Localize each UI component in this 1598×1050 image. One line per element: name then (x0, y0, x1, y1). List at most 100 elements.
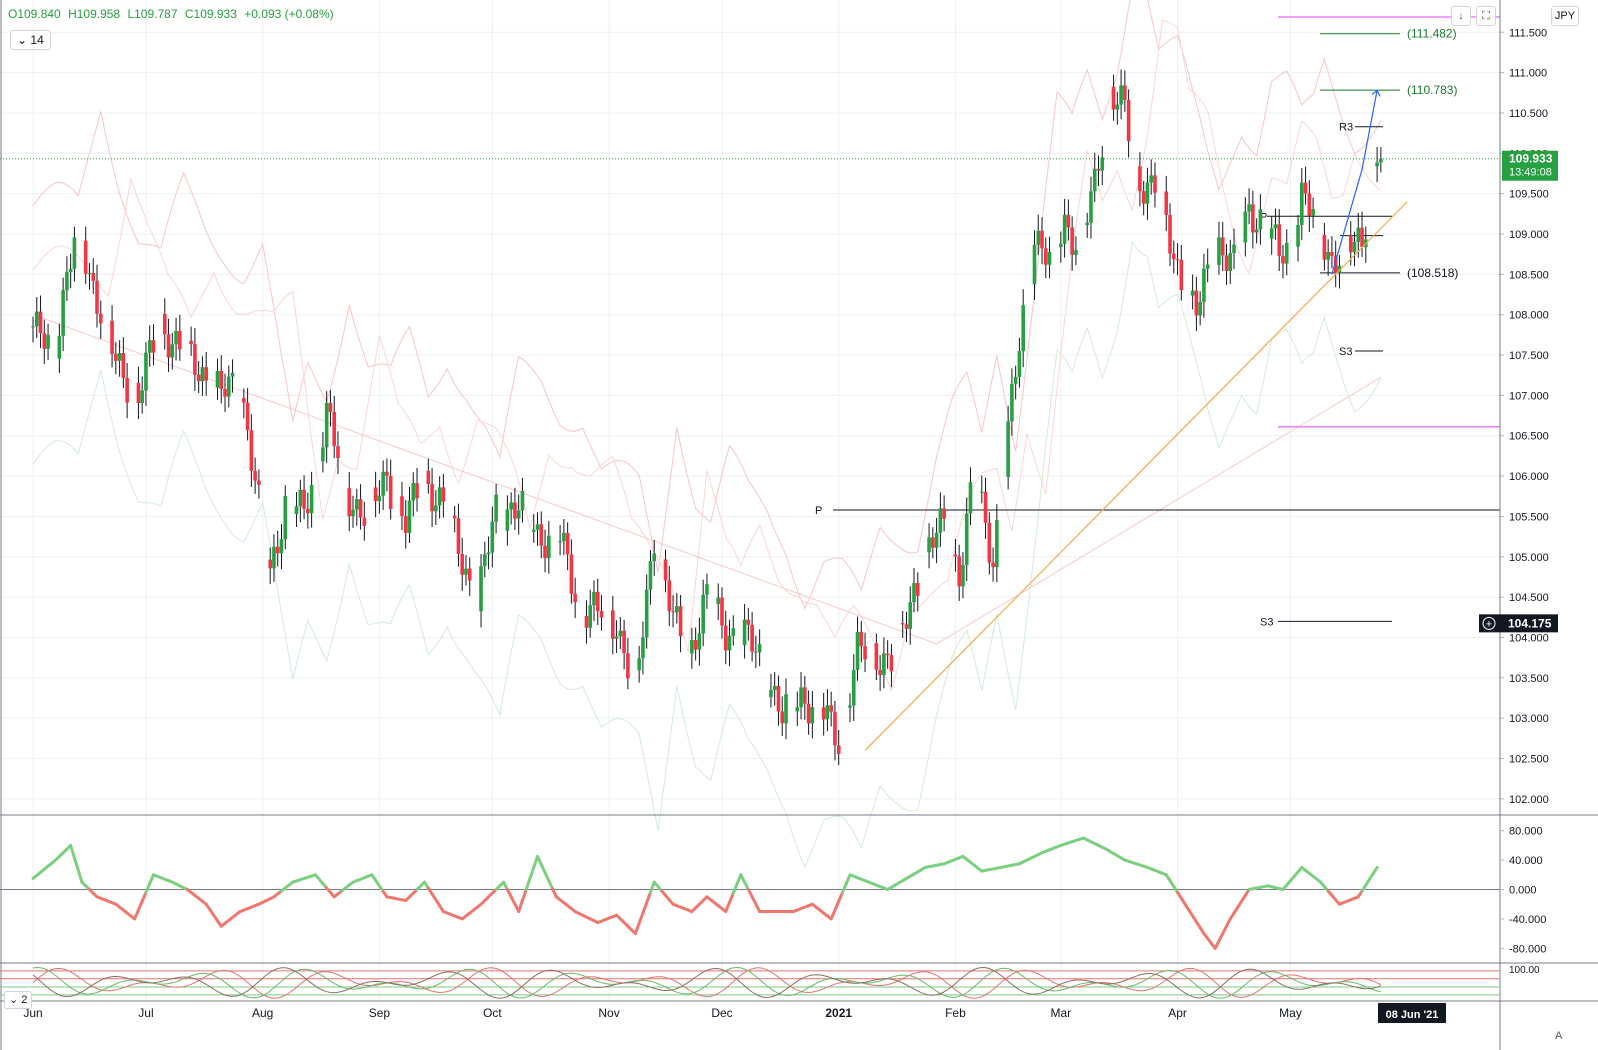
candle-body (245, 402, 250, 431)
projection-arrowhead (1371, 89, 1381, 97)
candle-body (125, 378, 129, 403)
cci-segment (520, 888, 528, 903)
candle-body (38, 311, 43, 334)
candle-body (1258, 209, 1263, 230)
pivot-levels: P S3 P R3 S3 (111.482) (110.783) (108.518) (0, 16, 1500, 628)
chevron-down-icon: ⌄ (9, 994, 19, 1006)
cci-segment (72, 856, 80, 872)
oscillator-pane: 100.00 (0, 965, 1540, 999)
price-tick-label: 102.500 (1509, 754, 1549, 766)
candle-body (434, 505, 438, 512)
price-tick-label: 102.000 (1509, 794, 1549, 806)
osc-tick-label: 100.00 (1509, 965, 1540, 976)
auto-scale-button[interactable]: A (1555, 1030, 1563, 1042)
candle-body (219, 370, 224, 389)
price-tick-label: 105.000 (1509, 552, 1549, 564)
candle-body (415, 483, 419, 499)
candle-body (705, 584, 709, 595)
candle-body (117, 353, 122, 361)
candle-body (1010, 383, 1014, 422)
crosshair-date-label: 08 Jun '21 (1386, 1009, 1439, 1021)
candle-body (701, 594, 705, 634)
candle-body (780, 711, 785, 724)
candle-body (162, 313, 167, 335)
candle-body (283, 495, 288, 540)
candle-body (1100, 157, 1105, 171)
candle-body (671, 611, 675, 613)
candle-body (494, 494, 498, 522)
candle-body (1013, 376, 1018, 384)
candle-body (34, 311, 39, 327)
candle-body (328, 402, 333, 412)
candle-body (200, 367, 205, 382)
candle-body (644, 589, 649, 638)
candle-body (938, 508, 943, 533)
candle-body (1149, 175, 1154, 183)
candle-body (569, 554, 574, 594)
candle-body (900, 623, 905, 625)
fullscreen-button[interactable]: ⛶ (1476, 6, 1496, 26)
price-tick-label: 104.000 (1509, 632, 1549, 644)
candle-body (65, 272, 69, 291)
candle-body (1021, 305, 1025, 352)
candle-body (1333, 255, 1338, 273)
candle-body (1277, 224, 1282, 256)
candle-body (784, 694, 788, 724)
time-axis-label: Mar (1051, 1006, 1072, 1020)
chart-grid (0, 0, 1500, 1000)
candle-body (803, 687, 807, 704)
candle-body (215, 370, 220, 388)
candle-body (1251, 204, 1255, 233)
candle-body (829, 705, 833, 712)
candle-body (543, 545, 547, 559)
candle-body (716, 597, 721, 604)
candle-body (87, 273, 92, 275)
candle-body (294, 506, 299, 515)
price-tick-label: 111.000 (1509, 68, 1547, 80)
cci-segment (633, 921, 641, 936)
oscillator-toggle[interactable]: ⌄ 2 (4, 991, 33, 1009)
oscillator-period: 2 (21, 994, 28, 1006)
candle-body (196, 374, 201, 382)
cci-segment (829, 908, 837, 921)
cci-tick-label: 0.000 (1509, 885, 1537, 897)
close-value: C109.933 (184, 7, 237, 21)
time-axis-label: Aug (252, 1006, 273, 1020)
candle-body (1296, 224, 1300, 247)
candle-body (46, 334, 50, 349)
currency-button[interactable]: JPY (1551, 6, 1579, 26)
r3-label: R3 (1339, 122, 1353, 134)
osc-line (32, 966, 1382, 999)
candle-body (1303, 182, 1308, 194)
candle-body (1326, 252, 1330, 260)
candle-body (1123, 85, 1127, 100)
candle-body (588, 605, 593, 628)
candle-body (618, 630, 623, 637)
candle-body (772, 686, 777, 691)
cci-pane: 80.000 40.000 0.000 -40.000 -80.000 (0, 826, 1546, 955)
candle-body (878, 669, 882, 676)
candle-body (889, 655, 894, 672)
cci-segment (728, 891, 735, 904)
scroll-down-button[interactable]: ↓ (1451, 6, 1471, 26)
indicator-period-toggle[interactable]: ⌄ 14 (10, 30, 51, 50)
price-tick-label: 107.000 (1509, 390, 1549, 402)
candle-body (769, 690, 773, 698)
candle-body (547, 535, 551, 559)
pivot-label-long: P (815, 505, 822, 517)
candle-body (114, 353, 118, 361)
candle-body (874, 643, 879, 670)
expand-icon: ⛶ (1482, 10, 1490, 22)
candle-body (400, 496, 404, 517)
countdown-label: 13:49:08 (1509, 167, 1552, 179)
crosshair-price-label: 104.175 (1508, 616, 1552, 630)
candle-body (505, 509, 510, 531)
candle-body (170, 344, 175, 358)
candle-body (1224, 255, 1229, 272)
candle-body (1070, 227, 1074, 255)
open-value: O109.840 (8, 7, 61, 21)
projection-path (1331, 90, 1378, 275)
